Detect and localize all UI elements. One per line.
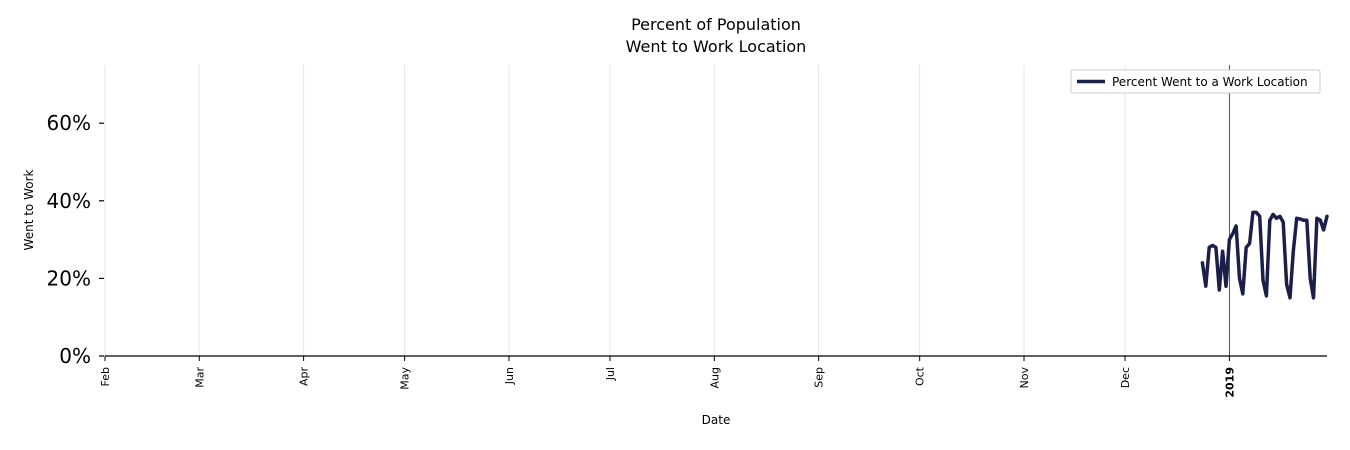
x-tick-label: Jun bbox=[503, 367, 516, 385]
x-tick-label: Apr bbox=[298, 367, 311, 387]
series-line-percent-went-to-work bbox=[1200, 210, 1329, 300]
grid-layer bbox=[104, 65, 1230, 356]
y-tick-label: 40% bbox=[47, 189, 91, 213]
x-tick-label: 2019 bbox=[1223, 367, 1236, 398]
x-tick-label: Mar bbox=[193, 367, 206, 388]
x-tick-label: Feb bbox=[99, 367, 112, 386]
x-tick-label: Sep bbox=[813, 367, 826, 388]
axis-layer: Feb Mar Apr May Jun Jul Aug Sep Oct Nov Dec 2019 0% 2… bbox=[47, 111, 1327, 398]
y-tick-label: 20% bbox=[47, 266, 91, 290]
x-axis-label: Date bbox=[702, 413, 731, 427]
chart-title-line-1: Percent of Population bbox=[631, 15, 801, 34]
x-tick-label: Jul bbox=[604, 367, 617, 381]
x-tick-label: Oct bbox=[914, 366, 927, 386]
legend: Percent Went to a Work Location bbox=[1070, 69, 1321, 94]
x-tick-label: Aug bbox=[708, 367, 721, 388]
x-tick-label: Nov bbox=[1018, 367, 1031, 389]
chart-title-line-2: Went to Work Location bbox=[626, 37, 807, 56]
legend-box bbox=[1070, 69, 1321, 94]
legend-label: Percent Went to a Work Location bbox=[1112, 75, 1308, 89]
x-tick-label: May bbox=[399, 367, 412, 390]
y-axis-label: Went to Work bbox=[22, 169, 36, 250]
series-layer bbox=[1200, 210, 1329, 300]
y-tick-label: 60% bbox=[47, 111, 91, 135]
y-tick-label: 0% bbox=[59, 344, 91, 368]
x-tick-label: Dec bbox=[1119, 367, 1132, 388]
